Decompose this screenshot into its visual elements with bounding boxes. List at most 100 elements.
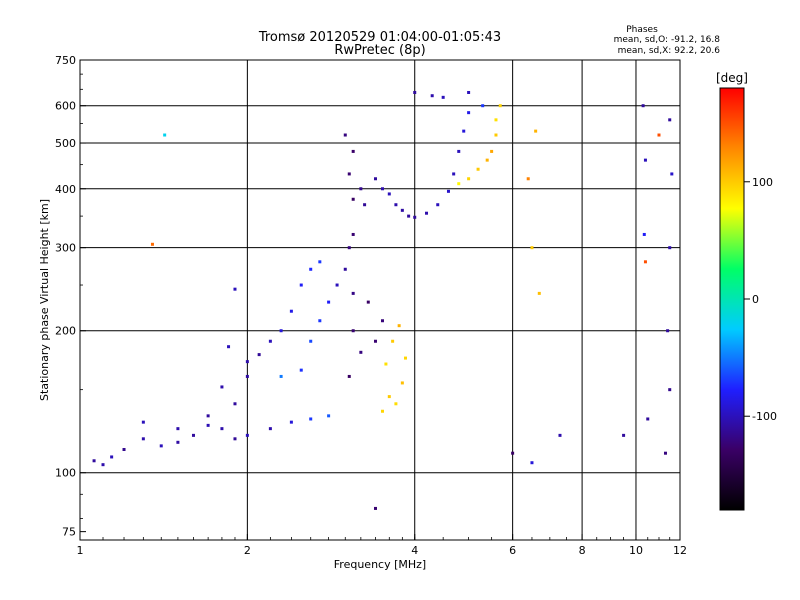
data-point (397, 324, 401, 328)
phases-box-line-x: mean, sd,X: 92.2, 20.6 (618, 46, 721, 56)
colorbar-tick-label: 100 (752, 176, 773, 189)
y-axis-ticks: 75 100 200 300 400 500 600 750 (55, 54, 86, 539)
chart-title: Tromsø 20120529 01:04:00-01:05:43 (258, 30, 501, 45)
x-tick-label: 2 (244, 544, 251, 557)
data-point (327, 414, 331, 418)
data-point (245, 374, 249, 378)
data-point (373, 506, 377, 510)
data-point (537, 291, 541, 295)
data-point (391, 339, 395, 343)
data-point (206, 414, 210, 418)
data-point (425, 211, 429, 215)
y-tick-label: 750 (55, 54, 76, 67)
y-tick-label: 200 (55, 325, 76, 338)
data-point (220, 385, 224, 389)
data-point (245, 360, 249, 364)
x-tick-label: 8 (579, 544, 586, 557)
data-point (233, 287, 237, 291)
data-point (309, 417, 313, 421)
data-point (407, 214, 411, 218)
data-point (657, 133, 661, 137)
data-point (176, 427, 180, 431)
data-point (343, 133, 347, 137)
data-point (494, 133, 498, 137)
data-point (347, 374, 351, 378)
data-point (159, 444, 163, 448)
data-point (400, 208, 404, 212)
data-point (622, 433, 626, 437)
data-point (666, 329, 670, 333)
data-point (150, 242, 154, 246)
data-point (380, 319, 384, 323)
data-point (413, 90, 417, 94)
x-tick-label: 12 (673, 544, 687, 557)
data-point (526, 177, 530, 181)
data-point (141, 437, 145, 441)
x-tick-label: 6 (509, 544, 516, 557)
data-point (347, 172, 351, 176)
data-point (457, 149, 461, 153)
colorbar-ticks: 100 0 -100 (744, 176, 777, 423)
data-point (668, 246, 672, 250)
data-point (462, 129, 466, 133)
data-point (642, 232, 646, 236)
data-point (430, 94, 434, 98)
data-point (490, 149, 494, 153)
data-point (233, 437, 237, 441)
data-point (299, 283, 303, 287)
phases-box-title: Phases (626, 25, 658, 35)
y-tick-label: 500 (55, 137, 76, 150)
data-point (176, 440, 180, 444)
data-point (441, 95, 445, 99)
data-point (191, 433, 195, 437)
data-point (335, 283, 339, 287)
data-point (457, 182, 461, 186)
colorbar-tick-label: 0 (752, 293, 759, 306)
data-point (110, 455, 114, 459)
data-point (279, 374, 283, 378)
data-point (233, 402, 237, 406)
data-point (387, 192, 391, 196)
data-point (122, 447, 126, 451)
data-point (363, 203, 367, 207)
data-point (351, 329, 355, 333)
y-tick-label: 75 (62, 526, 76, 539)
data-point (289, 309, 293, 313)
data-point (380, 187, 384, 191)
y-tick-label: 400 (55, 183, 76, 196)
y-axis-label: Stationary phase Virtual Height [km] (38, 199, 51, 401)
data-point (668, 388, 672, 392)
data-point (289, 420, 293, 424)
data-point (404, 356, 408, 360)
data-point (534, 129, 538, 133)
x-axis-ticks: 1 2 4 6 8 10 12 (77, 534, 687, 557)
data-point (643, 158, 647, 162)
data-point (351, 291, 355, 295)
data-point (663, 451, 667, 455)
data-point (384, 362, 388, 366)
data-point (220, 427, 224, 431)
colorbar-tick-label: -100 (752, 410, 777, 423)
colorbar (719, 87, 745, 511)
data-point (668, 118, 672, 122)
data-point (670, 172, 674, 176)
data-point (643, 260, 647, 264)
data-point (351, 149, 355, 153)
data-point (476, 167, 480, 171)
colorbar-label: [deg] (716, 71, 748, 85)
data-point (327, 300, 331, 304)
data-points (92, 90, 674, 510)
data-point (387, 395, 391, 399)
data-point (366, 300, 370, 304)
data-point (467, 177, 471, 181)
y-tick-label: 100 (55, 467, 76, 480)
x-tick-label: 4 (411, 544, 418, 557)
data-point (318, 319, 322, 323)
data-point (309, 267, 313, 271)
data-point (318, 260, 322, 264)
data-point (309, 339, 313, 343)
y-tick-label: 300 (55, 242, 76, 255)
data-point (530, 461, 534, 465)
data-point (92, 459, 96, 463)
